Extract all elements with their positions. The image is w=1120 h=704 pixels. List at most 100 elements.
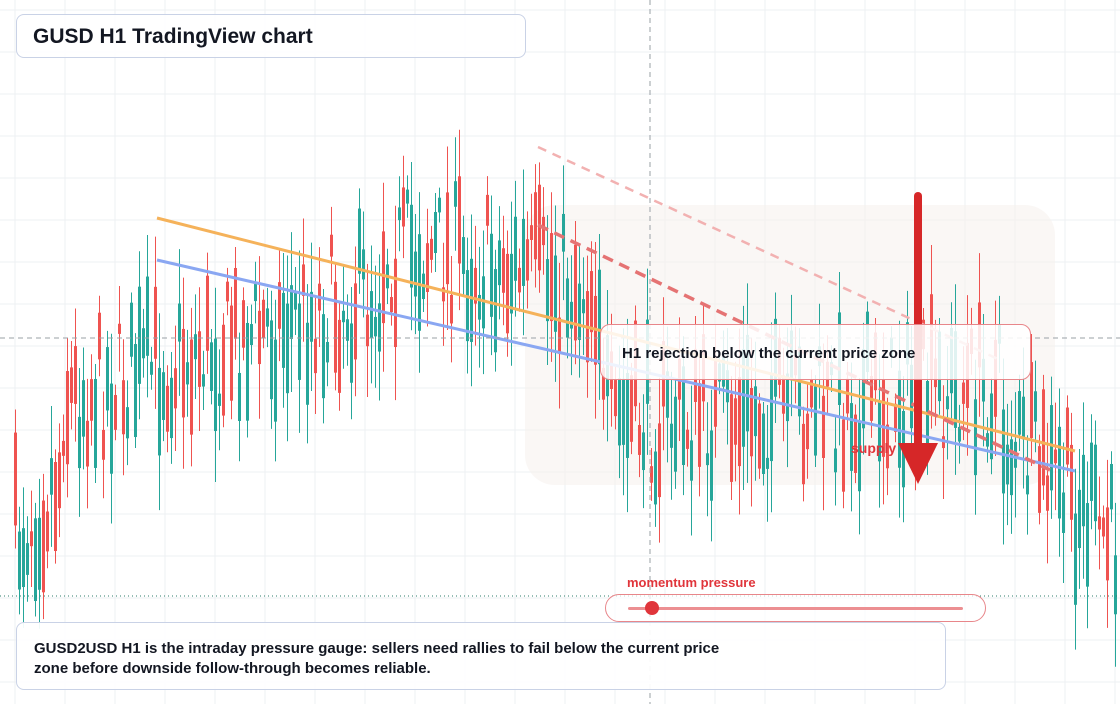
candle-body	[562, 213, 565, 252]
candle-body	[1114, 555, 1117, 615]
candle-body	[190, 339, 193, 435]
candle-body	[414, 251, 417, 297]
candle-body	[434, 211, 437, 254]
candle-body	[734, 398, 737, 445]
candle-body	[982, 358, 985, 402]
candle-body	[582, 299, 585, 314]
candle-body	[726, 370, 729, 403]
candle-body	[14, 432, 17, 526]
candle-body	[402, 187, 405, 227]
candle-body	[782, 375, 785, 414]
candle-body	[138, 286, 141, 384]
candle-body	[1058, 426, 1061, 519]
candle-body	[234, 267, 237, 339]
candle-body	[202, 374, 205, 387]
candle-body	[1090, 442, 1093, 501]
candle-body	[506, 253, 509, 334]
candle-body	[442, 287, 445, 302]
candle-body	[38, 517, 41, 590]
resistance-dashed-strong	[537, 223, 1051, 472]
candle-body	[250, 324, 253, 346]
candle-body	[266, 308, 269, 327]
candle-body	[262, 299, 265, 339]
candle-body	[314, 338, 317, 374]
candle-body	[886, 424, 889, 469]
candle-body	[598, 269, 601, 365]
candle-body	[206, 275, 209, 351]
candle-body	[546, 259, 549, 322]
candle-body	[626, 373, 629, 458]
candle-body	[454, 181, 457, 207]
candle-body	[614, 380, 617, 417]
candle-body	[378, 303, 381, 352]
candle-body	[878, 400, 881, 462]
description-panel: GUSD2USD H1 is the intraday pressure gau…	[16, 622, 946, 690]
candle-body	[18, 531, 21, 590]
annotation-callout: H1 rejection below the current price zon…	[600, 324, 1031, 380]
candle-body	[170, 377, 173, 439]
candle-body	[786, 373, 789, 422]
candle-body	[1006, 444, 1009, 485]
candle-body	[1074, 513, 1077, 605]
candle-body	[1026, 475, 1029, 495]
candle-body	[230, 305, 233, 401]
candle-body	[542, 216, 545, 246]
candle-body	[474, 267, 477, 304]
candle-body	[298, 303, 301, 380]
candle-body	[494, 269, 497, 353]
candle-body	[458, 176, 461, 264]
candle-body	[62, 440, 65, 456]
candle-body	[358, 208, 361, 274]
candle-body	[566, 278, 569, 338]
candle-body	[1046, 475, 1049, 511]
candle-body	[110, 383, 113, 474]
candle-body	[410, 204, 413, 288]
candle-body	[322, 314, 325, 399]
candle-body	[946, 396, 949, 410]
candle-body	[522, 218, 525, 286]
candle-body	[50, 458, 53, 495]
candle-body	[186, 362, 189, 385]
candle-body	[302, 264, 305, 296]
candle-body	[630, 375, 633, 442]
candle-body	[554, 255, 557, 332]
arrow-down-icon	[898, 192, 938, 484]
candle-body	[498, 240, 501, 286]
candle-body	[666, 371, 669, 418]
candle-body	[1050, 405, 1053, 491]
candle-body	[162, 372, 165, 420]
candle-body	[1102, 517, 1105, 537]
candle-body	[746, 334, 749, 432]
candle-body	[1094, 444, 1097, 522]
candle-body	[810, 379, 813, 408]
candle-body	[514, 216, 517, 281]
candle-body	[1098, 516, 1101, 530]
candle-body	[22, 528, 25, 588]
candle-body	[82, 380, 85, 437]
candle-body	[754, 386, 757, 437]
candle-body	[334, 281, 337, 373]
candle-body	[1086, 503, 1089, 587]
candle-body	[510, 253, 513, 314]
candle-body	[742, 349, 745, 447]
candle-body	[658, 423, 661, 498]
candle-body	[550, 233, 553, 322]
candle-body	[70, 367, 73, 403]
momentum-gauge[interactable]	[605, 594, 986, 622]
candle-body	[278, 282, 281, 329]
candle-body	[1010, 439, 1013, 496]
candle-body	[130, 302, 133, 357]
candle-body	[486, 194, 489, 226]
candle-body	[502, 248, 505, 293]
candle-body	[570, 301, 573, 329]
candle-body	[958, 426, 961, 442]
candle-body	[242, 300, 245, 348]
gauge-knob[interactable]	[644, 601, 659, 615]
candle-body	[1062, 492, 1065, 533]
candle-body	[446, 192, 449, 285]
gauge-label: momentum pressure	[627, 575, 756, 590]
candle-body	[618, 378, 621, 446]
candle-body	[46, 511, 49, 552]
candle-body	[462, 237, 465, 274]
candle-body	[842, 419, 845, 492]
